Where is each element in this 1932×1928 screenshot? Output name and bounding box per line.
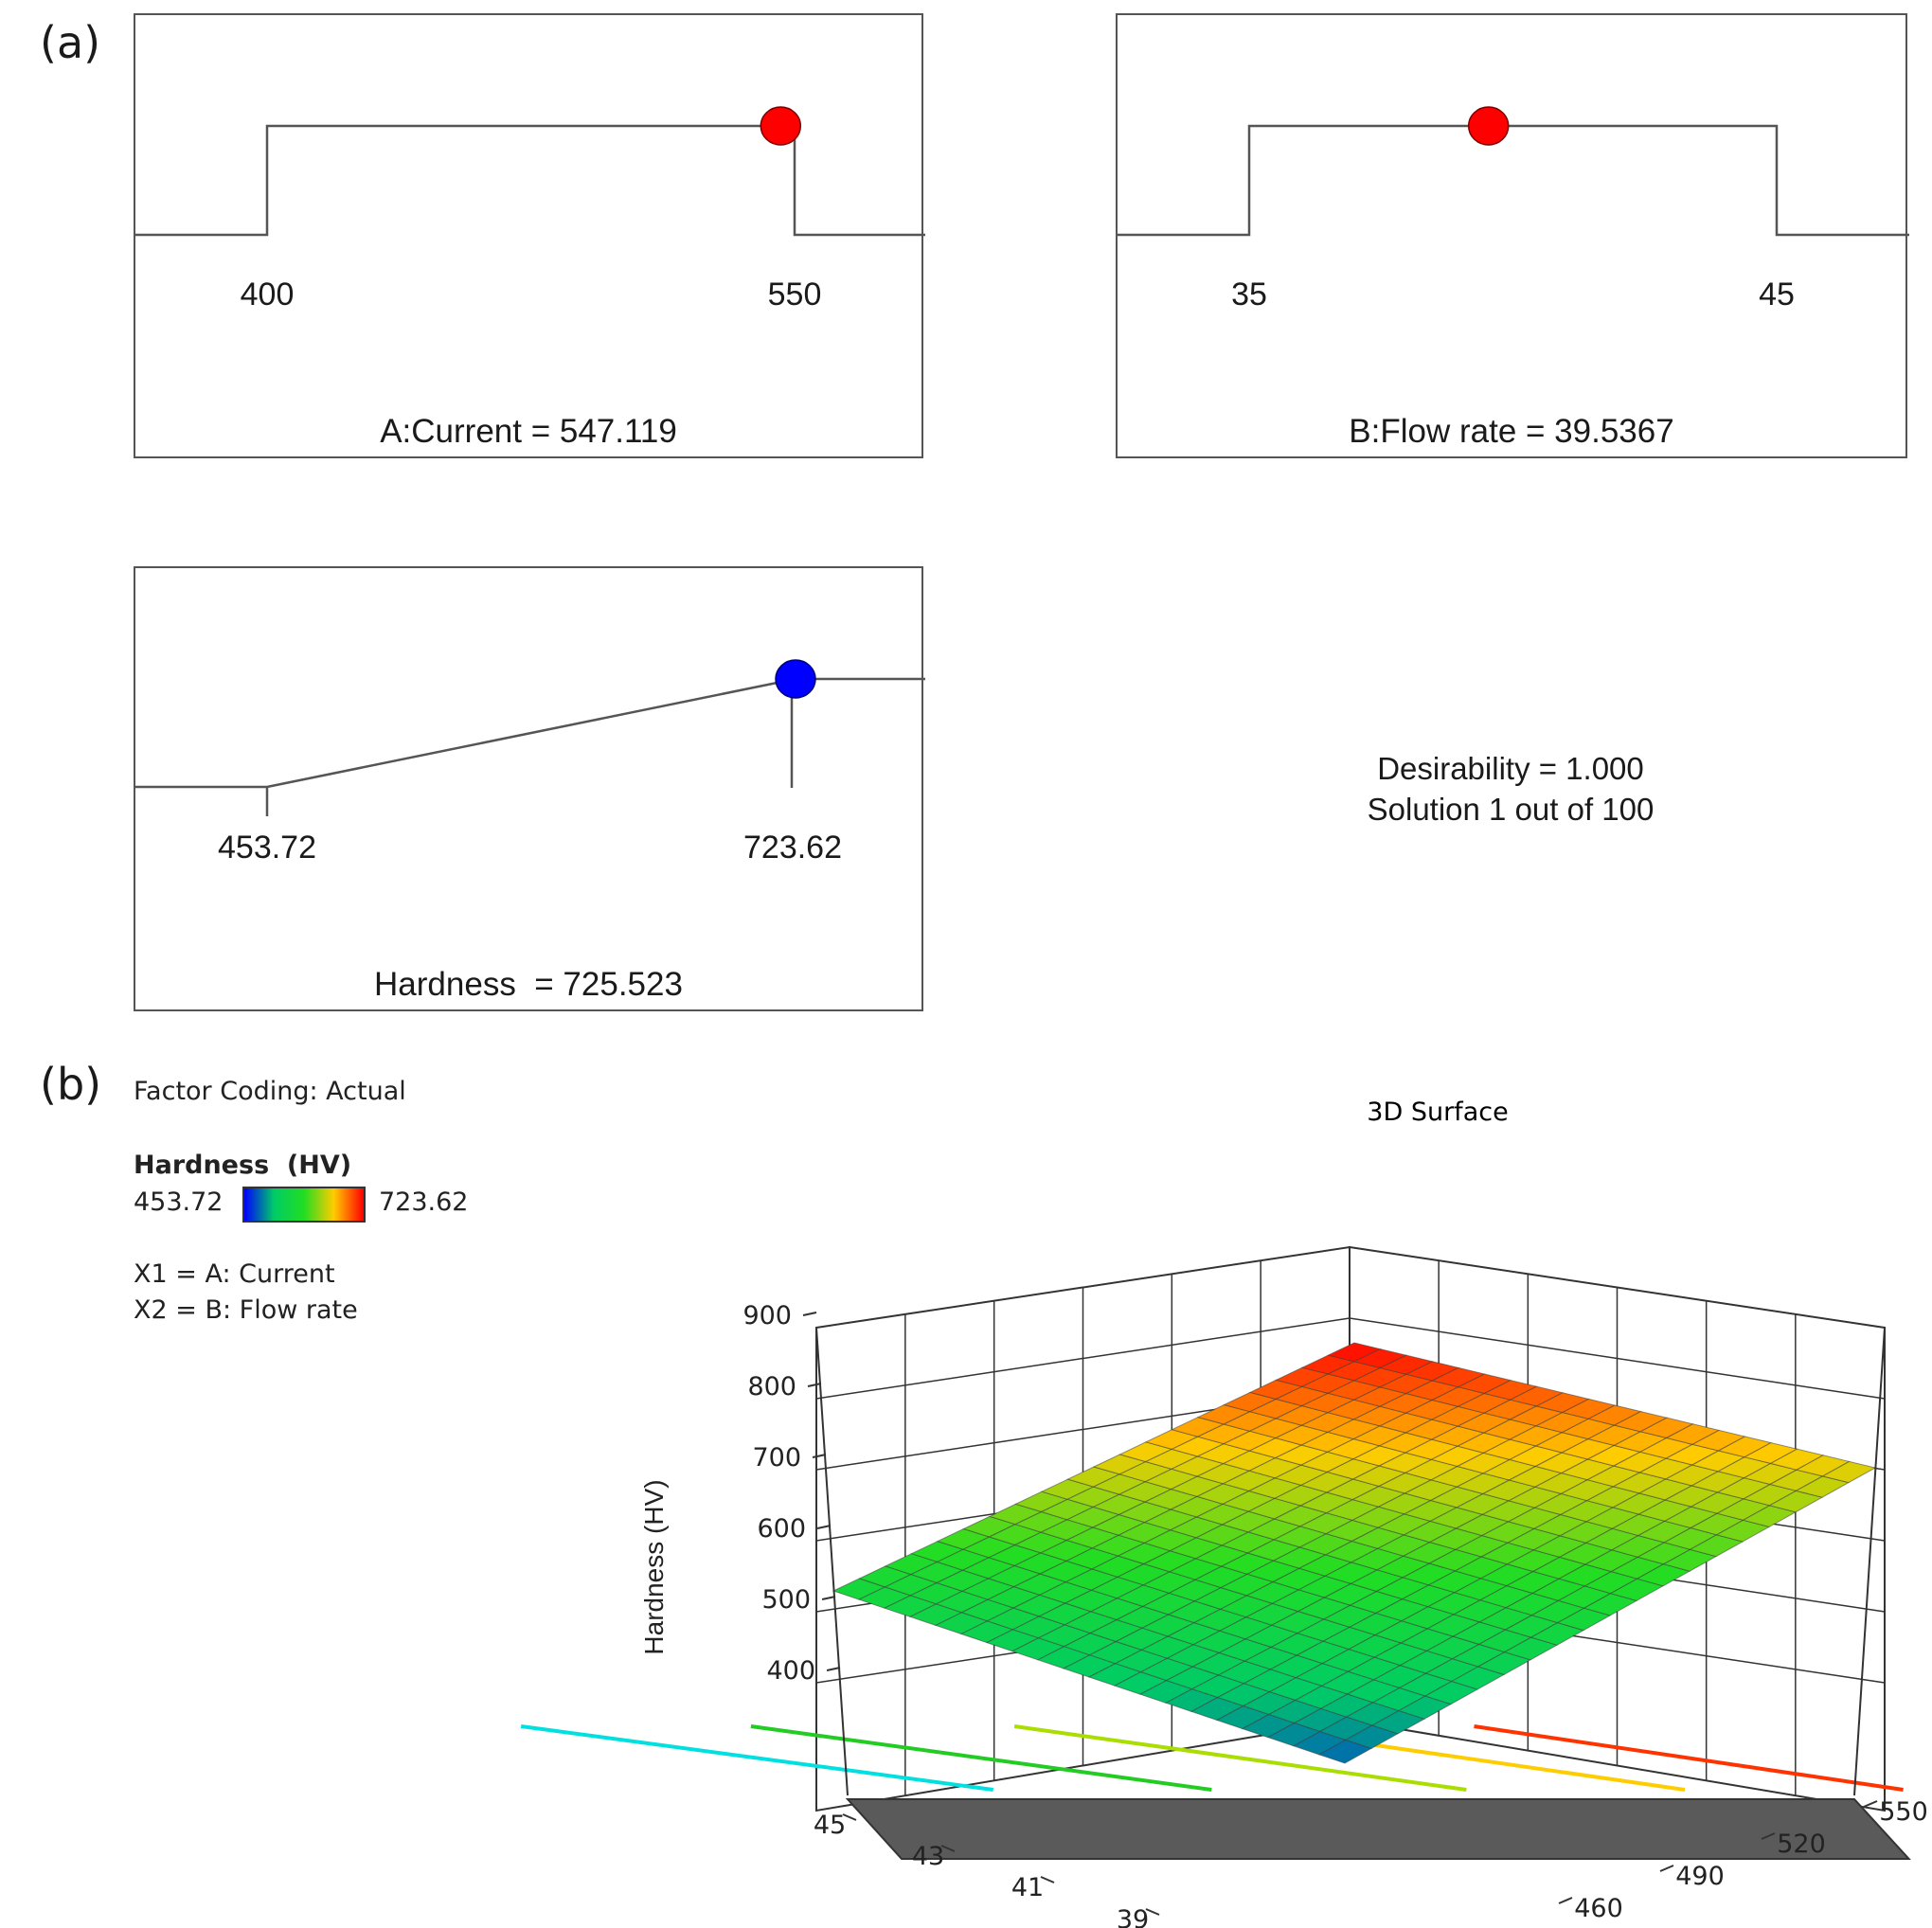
z-tick-label: 700 [752,1443,801,1473]
solution-summary: Desirability = 1.000 Solution 1 out of 1… [1260,748,1762,830]
z-tick-label: 900 [742,1301,792,1330]
z-axis-title: Hardness (HV) [639,1479,669,1654]
flow-tick-mark [1145,1908,1160,1916]
flow-rate-low-label: 35 [1231,277,1267,312]
z-tick-label: 400 [767,1656,816,1686]
flow-rate-marker [1467,106,1510,146]
flow-tick-label: 45 [814,1811,846,1840]
current-axis-ticks: 460 490 520 550 [1558,1797,1928,1923]
current-ramp-plot [135,106,925,237]
z-tick-label: 500 [761,1585,811,1615]
wall-grid-line [815,1317,1351,1400]
z-tick-mark [816,1525,832,1529]
surface-mesh [832,1342,1877,1764]
flow-rate-ramp-plot [1118,106,1909,237]
legend-min-label: 453.72 [134,1187,224,1217]
floor-plane [845,1798,1911,1860]
hardness-ramp-line [135,677,925,789]
current-marker [760,106,802,146]
z-tick-mark [807,1383,822,1387]
z-tick-label: 600 [757,1514,806,1544]
flow-tick-mark [940,1845,956,1852]
current-tick-label: 490 [1675,1862,1725,1891]
current-caption: A:Current = 547.119 [380,413,677,450]
z-tick-mark [802,1312,817,1316]
wall-grid-line [1349,1317,1886,1400]
panel-a-label: (a) [40,17,101,68]
floor-contours [520,1724,1904,1792]
solution-text: Solution 1 out of 100 [1367,792,1655,827]
current-tick-mark [1761,1832,1776,1840]
flow-tick-label: 39 [1117,1905,1149,1928]
hardness-caption: Hardness = 725.523 [374,966,683,1003]
desirability-text: Desirability = 1.000 [1377,751,1644,786]
legend-max-label: 723.62 [379,1187,469,1217]
z-tick-mark [812,1454,827,1458]
hardness-low-label: 453.72 [218,830,316,866]
x1-definition: X1 = A: Current [134,1259,335,1289]
legend-title: Hardness (HV) [134,1151,352,1180]
flow-rate-ramp-line [1118,124,1909,237]
flow-tick-label: 43 [912,1842,944,1871]
current-ramp-box: 400 550 A:Current = 547.119 [134,13,925,458]
z-tick-mark [826,1667,841,1671]
hardness-ramp-box: 453.72 723.62 Hardness = 725.523 [134,566,925,1011]
current-tick-mark [1558,1897,1573,1904]
right-axis-line [1853,1327,1886,1796]
current-tick-label: 460 [1574,1894,1623,1923]
current-tick-mark [1863,1800,1878,1808]
flow-rate-ramp-box: 35 45 B:Flow rate = 39.5367 [1116,13,1909,458]
floor-contour-line [750,1724,1212,1792]
current-ramp-line [135,124,925,237]
flow-rate-caption: B:Flow rate = 39.5367 [1349,413,1674,450]
z-axis-line [815,1327,849,1796]
z-axis-ticks: 900 800 700 600 500 400 [742,1301,841,1686]
hardness-ramp-plot [135,659,925,816]
flow-rate-high-label: 45 [1759,277,1795,312]
floor-contour-line [1474,1724,1904,1792]
floor-contour-line [1013,1724,1467,1792]
chart-title: 3D Surface [1367,1098,1508,1127]
current-tick-label: 520 [1777,1830,1826,1859]
panel-b-label: (b) [40,1059,102,1110]
floor-contour-line [520,1724,993,1792]
hardness-high-label: 723.62 [743,830,842,866]
z-tick-mark [821,1596,836,1600]
current-high-label: 550 [767,277,822,312]
flow-tick-label: 41 [1011,1873,1044,1902]
flow-tick-mark [842,1813,857,1821]
flow-axis-ticks: 39 41 43 45 [814,1811,1160,1928]
current-tick-mark [1659,1865,1674,1872]
hardness-marker [775,659,816,699]
flow-tick-mark [1040,1876,1055,1883]
legend-colorbar [242,1187,366,1223]
factor-coding-text: Factor Coding: Actual [134,1077,406,1106]
current-tick-label: 550 [1879,1797,1928,1827]
x2-definition: X2 = B: Flow rate [134,1295,358,1325]
current-low-label: 400 [240,277,295,312]
z-tick-label: 800 [747,1372,796,1401]
